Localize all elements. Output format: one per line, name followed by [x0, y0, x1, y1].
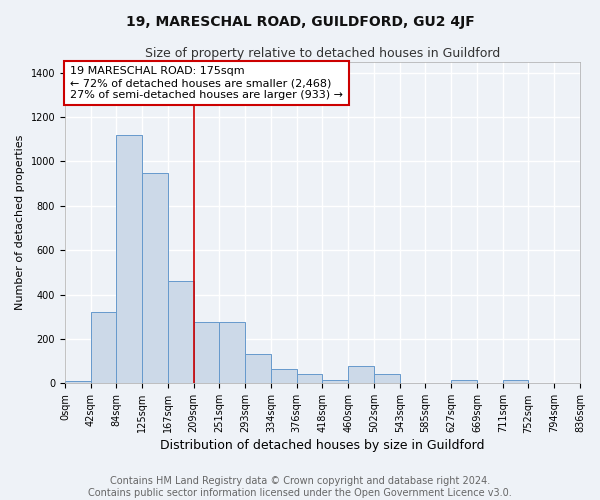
Bar	[168, 282, 194, 384]
Bar	[91, 312, 116, 384]
Bar	[503, 380, 529, 384]
Text: 19 MARESCHAL ROAD: 175sqm
← 72% of detached houses are smaller (2,468)
27% of se: 19 MARESCHAL ROAD: 175sqm ← 72% of detac…	[70, 66, 343, 100]
Text: 19, MARESCHAL ROAD, GUILDFORD, GU2 4JF: 19, MARESCHAL ROAD, GUILDFORD, GU2 4JF	[125, 15, 475, 29]
Bar	[245, 354, 271, 384]
Y-axis label: Number of detached properties: Number of detached properties	[15, 135, 25, 310]
Bar	[194, 322, 220, 384]
Text: Contains HM Land Registry data © Crown copyright and database right 2024.
Contai: Contains HM Land Registry data © Crown c…	[88, 476, 512, 498]
Bar	[65, 381, 91, 384]
Bar	[271, 369, 296, 384]
Bar	[296, 374, 322, 384]
Bar	[220, 322, 245, 384]
Bar	[374, 374, 400, 384]
Bar	[451, 380, 477, 384]
Title: Size of property relative to detached houses in Guildford: Size of property relative to detached ho…	[145, 48, 500, 60]
X-axis label: Distribution of detached houses by size in Guildford: Distribution of detached houses by size …	[160, 440, 485, 452]
Bar	[348, 366, 374, 384]
Bar	[142, 172, 168, 384]
Bar	[322, 380, 348, 384]
Bar	[116, 135, 142, 384]
